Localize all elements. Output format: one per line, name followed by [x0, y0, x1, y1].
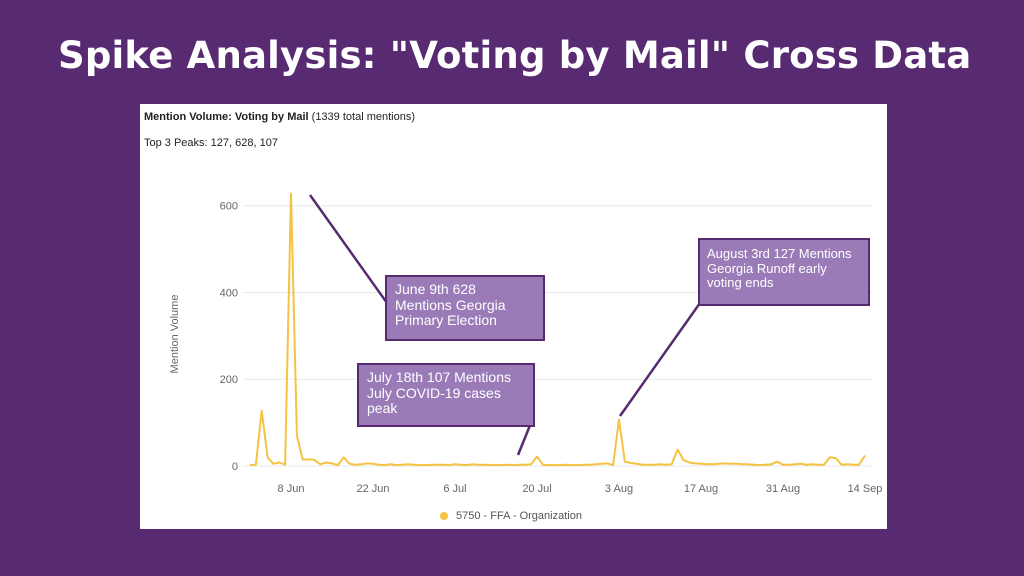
chart-legend[interactable]: 5750 - FFA - Organization — [440, 510, 582, 522]
y-tick-label: 600 — [220, 201, 238, 213]
y-tick-label: 400 — [220, 287, 238, 299]
series-line-5750 — [249, 192, 866, 467]
slide-title: Spike Analysis: "Voting by Mail" Cross D… — [58, 34, 972, 77]
y-axis-label: Mention Volume — [169, 295, 181, 374]
annotation-june-9: June 9th 628 Mentions Georgia Primary El… — [385, 275, 545, 341]
chart-title: Mention Volume: Voting by Mail — [144, 111, 309, 123]
chart-header: Mention Volume: Voting by Mail (1339 tot… — [144, 111, 415, 123]
chart-peaks-summary: Top 3 Peaks: 127, 628, 107 — [144, 137, 278, 149]
chart-panel: Mention Volume: Voting by Mail (1339 tot… — [140, 104, 887, 529]
x-tick-label: 8 Jun — [278, 483, 305, 495]
chart-total-mentions: (1339 total mentions) — [308, 111, 415, 123]
x-tick-label: 14 Sep — [848, 483, 883, 495]
x-axis-ticks: 8 Jun 22 Jun 6 Jul 20 Jul 3 Aug 17 Aug 31 Aug 1… — [278, 483, 883, 495]
x-tick-label: 20 Jul — [522, 483, 551, 495]
x-tick-label: 31 Aug — [766, 483, 800, 495]
y-tick-label: 200 — [220, 374, 238, 386]
x-tick-label: 17 Aug — [684, 483, 718, 495]
legend-label: 5750 - FFA - Organization — [456, 510, 582, 522]
legend-dot — [440, 512, 448, 520]
y-tick-label: 0 — [232, 461, 238, 473]
x-tick-label: 3 Aug — [605, 483, 633, 495]
y-axis-ticks: 0 200 400 600 — [220, 201, 238, 473]
annotation-july-18: July 18th 107 Mentions July COVID-19 cas… — [357, 363, 535, 427]
x-tick-label: 22 Jun — [356, 483, 389, 495]
x-tick-label: 6 Jul — [443, 483, 466, 495]
annotation-august-3: August 3rd 127 Mentions Georgia Runoff e… — [698, 238, 870, 306]
